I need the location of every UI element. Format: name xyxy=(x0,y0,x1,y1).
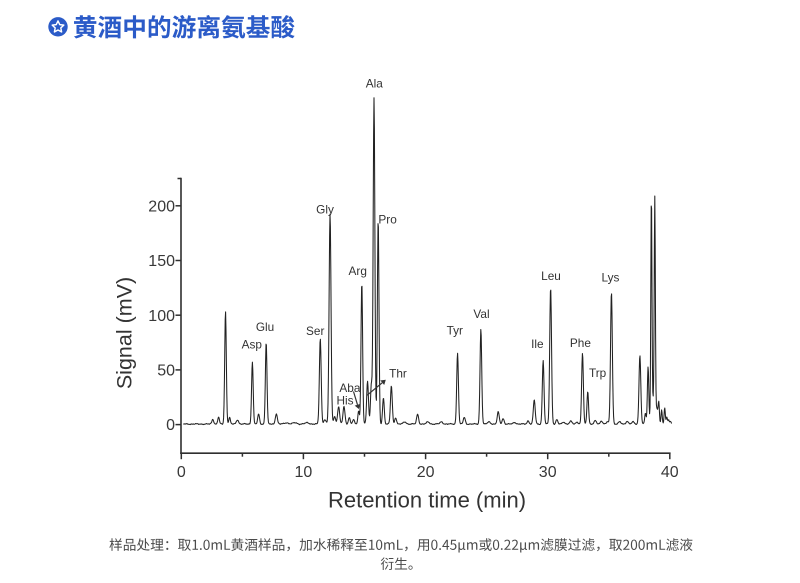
svg-text:Val: Val xyxy=(473,307,489,321)
svg-text:Arg: Arg xyxy=(349,264,367,278)
svg-text:Ile: Ile xyxy=(531,337,544,351)
svg-text:Lys: Lys xyxy=(602,271,620,285)
svg-text:100: 100 xyxy=(148,308,175,325)
svg-text:Asp: Asp xyxy=(242,337,263,351)
svg-text:Retention time (min): Retention time (min) xyxy=(328,488,526,513)
svg-text:Ser: Ser xyxy=(306,324,324,338)
svg-text:50: 50 xyxy=(157,363,175,380)
svg-text:150: 150 xyxy=(148,253,175,270)
svg-text:Ala: Ala xyxy=(366,77,383,91)
svg-text:Thr: Thr xyxy=(389,367,407,381)
svg-text:His: His xyxy=(336,393,353,407)
svg-text:Aba: Aba xyxy=(339,381,360,395)
svg-text:Leu: Leu xyxy=(541,269,561,283)
svg-text:40: 40 xyxy=(661,464,679,481)
svg-text:0: 0 xyxy=(166,417,175,434)
svg-text:Tyr: Tyr xyxy=(447,323,463,337)
svg-text:30: 30 xyxy=(539,464,557,481)
svg-text:Signal (mV): Signal (mV) xyxy=(113,277,137,389)
svg-text:Gly: Gly xyxy=(316,203,334,217)
svg-text:Phe: Phe xyxy=(570,336,591,350)
svg-text:200: 200 xyxy=(148,198,175,215)
svg-text:Trp: Trp xyxy=(589,366,607,380)
svg-text:Glu: Glu xyxy=(256,320,274,334)
svg-text:Pro: Pro xyxy=(378,213,397,227)
svg-text:20: 20 xyxy=(417,464,435,481)
svg-text:0: 0 xyxy=(177,464,186,481)
svg-text:10: 10 xyxy=(295,464,313,481)
